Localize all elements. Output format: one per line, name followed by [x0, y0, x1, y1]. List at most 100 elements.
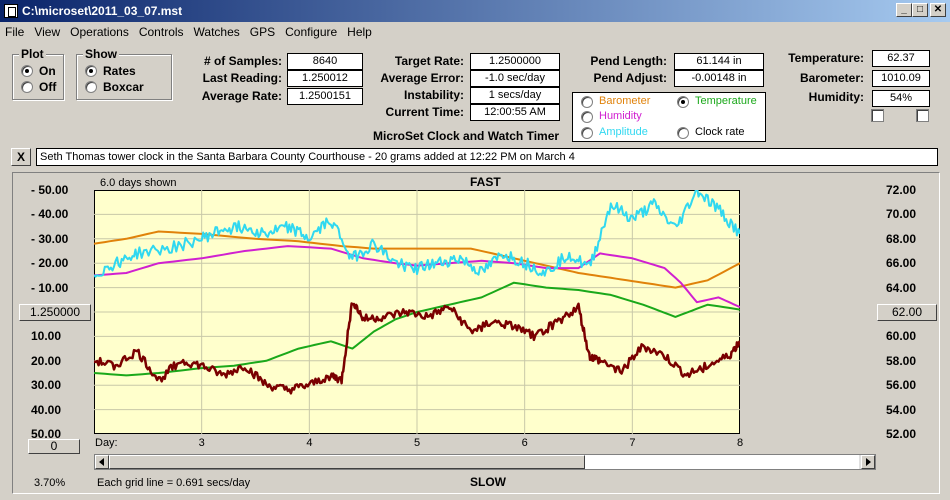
zoom-label: 3.70%	[34, 477, 66, 489]
instability-label: Instability:	[403, 88, 464, 102]
barometer-option: Barometer	[599, 95, 651, 107]
x-tick-label: 8	[737, 437, 744, 449]
humidity-value: 54%	[872, 90, 930, 107]
right-tick-label: 52.00	[886, 427, 917, 441]
scroll-track[interactable]	[585, 455, 859, 469]
average-rate-label: Average Rate:	[201, 89, 282, 103]
x-tick-label: 3	[198, 437, 205, 449]
show-rates-label: Rates	[103, 64, 136, 78]
left-tick-label: - 40.00	[31, 207, 69, 222]
env-checkbox-2[interactable]	[916, 109, 929, 122]
scroll-left-icon	[99, 458, 104, 466]
humidity-radio[interactable]	[581, 111, 593, 123]
pend-length-label: Pend Length:	[590, 54, 667, 68]
clock-rate-option: Clock rate	[695, 126, 745, 138]
humidity-label: Humidity:	[808, 90, 864, 104]
show-group: Show Rates Boxcar	[76, 47, 172, 100]
target-rate-label: Target Rate:	[394, 54, 464, 68]
right-center-button[interactable]: 62.00	[877, 304, 937, 321]
average-rate-value: 1.2500151	[287, 88, 363, 105]
plot-on-radio[interactable]	[21, 65, 33, 77]
series-clock-rate	[94, 302, 740, 395]
x-axis-label: Day:	[95, 437, 118, 449]
last-reading-label: Last Reading:	[202, 71, 282, 85]
plot-group: Plot On Off	[12, 47, 64, 100]
chart-panel	[12, 172, 940, 494]
env-checkbox-1[interactable]	[871, 109, 884, 122]
menu-controls[interactable]: Controls	[138, 25, 184, 39]
plot-on-label: On	[39, 64, 56, 78]
scroll-right-icon	[866, 458, 871, 466]
left-tick-label: 30.00	[31, 378, 62, 393]
left-tick-label: 20.00	[31, 353, 62, 368]
temperature-value: 62.37	[872, 50, 930, 67]
show-boxcar-label: Boxcar	[103, 80, 144, 94]
average-error-value: -1.0 sec/day	[470, 70, 560, 87]
temperature-radio[interactable]	[677, 96, 689, 108]
menu-help[interactable]: Help	[347, 25, 372, 39]
left-tick-label: 10.00	[31, 329, 62, 344]
scroll-thumb[interactable]	[109, 455, 585, 469]
left-tick-label: - 10.00	[31, 280, 69, 295]
offset-button[interactable]: 0	[28, 439, 80, 454]
last-reading-value: 1.250012	[287, 70, 363, 87]
left-tick-label: - 50.00	[31, 183, 69, 197]
show-rates-radio[interactable]	[85, 65, 97, 77]
menu-watches[interactable]: Watches	[193, 25, 240, 39]
samples-value: 8640	[287, 53, 363, 70]
humidity-option: Humidity	[599, 110, 642, 122]
barometer-label: Barometer:	[799, 71, 864, 85]
days-shown-label: 6.0 days shown	[100, 177, 177, 189]
right-tick-label: 72.00	[886, 183, 917, 197]
left-tick-label: - 20.00	[31, 256, 69, 271]
grid-note: Each grid line = 0.691 secs/day	[97, 477, 251, 489]
left-tick-label: 50.00	[31, 427, 62, 441]
x-tick-label: 5	[414, 437, 421, 449]
clock-rate-radio[interactable]	[677, 127, 689, 139]
center-rate-button[interactable]: 1.250000	[19, 304, 91, 321]
plot-area[interactable]	[94, 190, 740, 434]
note-field[interactable]: Seth Thomas tower clock in the Santa Bar…	[36, 148, 938, 166]
show-group-label: Show	[83, 47, 119, 61]
menu-configure[interactable]: Configure	[285, 25, 338, 39]
left-tick-label: 40.00	[31, 402, 62, 417]
menu-view[interactable]: View	[34, 25, 61, 39]
average-error-label: Average Error:	[380, 71, 464, 85]
pend-adjust-value: -0.00148 in	[674, 70, 764, 87]
right-tick-label: 68.00	[886, 231, 917, 246]
right-tick-label: 64.00	[886, 280, 917, 295]
pend-adjust-label: Pend Adjust:	[593, 71, 667, 85]
current-time-label: Current Time:	[385, 105, 464, 119]
scroll-left-button[interactable]	[95, 455, 109, 469]
app-caption: MicroSet Clock and Watch Timer	[373, 129, 560, 143]
scroll-right-button[interactable]	[861, 455, 875, 469]
left-tick-label: - 30.00	[31, 231, 69, 246]
close-window-button[interactable]: ✕	[930, 3, 946, 17]
menu-gps[interactable]: GPS	[249, 25, 276, 39]
show-boxcar-radio[interactable]	[85, 81, 97, 93]
fast-label: FAST	[470, 175, 501, 189]
x-tick-label: 6	[521, 437, 528, 449]
barometer-radio[interactable]	[581, 96, 593, 108]
current-time-value: 12:00:55 AM	[470, 104, 560, 121]
pend-length-value: 61.144 in	[674, 53, 764, 70]
clear-note-button[interactable]: X	[11, 148, 31, 166]
horizontal-scrollbar[interactable]	[94, 454, 876, 470]
menu-operations[interactable]: Operations	[70, 25, 129, 39]
maximize-button[interactable]: □	[912, 3, 928, 17]
plot-off-radio[interactable]	[21, 81, 33, 93]
plot-group-label: Plot	[19, 47, 46, 61]
temperature-label: Temperature:	[788, 51, 864, 65]
samples-label: # of Samples:	[203, 54, 282, 68]
amplitude-radio[interactable]	[581, 127, 593, 139]
series-barometer	[94, 230, 740, 289]
app-icon	[4, 4, 18, 18]
series-temperature	[94, 281, 740, 377]
x-tick-label: 4	[306, 437, 313, 449]
target-rate-value[interactable]: 1.2500000	[470, 53, 560, 70]
minimize-button[interactable]: _	[896, 3, 912, 17]
temperature-option: Temperature	[695, 95, 757, 107]
series-selector: Barometer Temperature Humidity Amplitude…	[572, 92, 766, 142]
menu-file[interactable]: File	[5, 25, 25, 39]
right-tick-label: 54.00	[886, 402, 917, 417]
